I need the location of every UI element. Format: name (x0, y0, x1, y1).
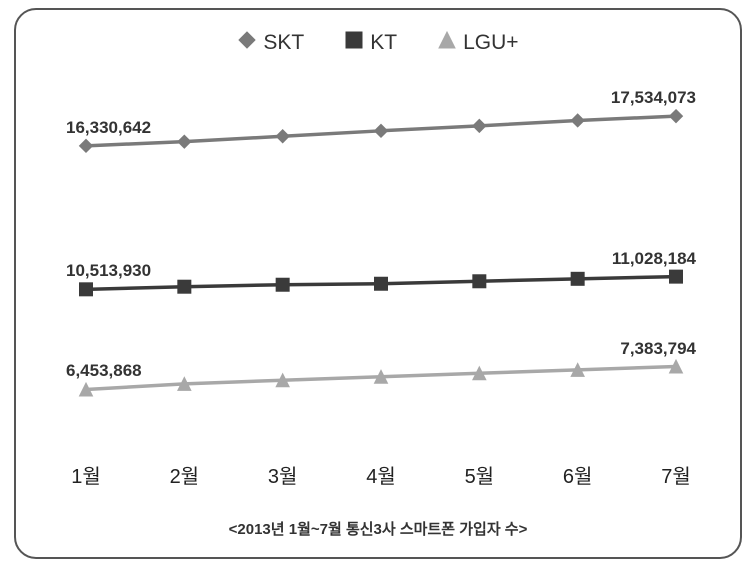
data-label: 11,028,184 (596, 249, 696, 269)
series-marker-skt (670, 110, 683, 123)
legend-item-lgu+: LGU+ (437, 30, 518, 56)
diamond-icon (237, 30, 257, 56)
x-axis-label: 6월 (563, 460, 593, 489)
x-axis-label: 1월 (71, 460, 101, 489)
x-axis-label: 2월 (170, 460, 200, 489)
legend-item-skt: SKT (237, 30, 304, 56)
series-marker-kt (276, 278, 289, 291)
chart-frame: SKT KT LGU+ 16,330,642 17,534,073 10,513,930… (14, 8, 742, 559)
series-marker-skt (178, 135, 191, 148)
data-label: 16,330,642 (66, 118, 151, 138)
x-axis-label: 5월 (465, 460, 495, 489)
x-axis-label: 3월 (268, 460, 298, 489)
plot-area: 16,330,642 17,534,073 10,513,930 11,028,184… (56, 80, 706, 450)
legend-label: SKT (263, 31, 304, 55)
series-marker-skt (473, 119, 486, 132)
series-marker-kt (473, 275, 486, 288)
series-marker-kt (178, 280, 191, 293)
data-label: 6,453,868 (66, 361, 142, 381)
series-marker-kt (571, 272, 584, 285)
x-axis-label: 4월 (366, 460, 396, 489)
chart-caption: <2013년 1월~7월 통신3사 스마트폰 가입자 수> (16, 518, 740, 539)
series-marker-kt (80, 283, 93, 296)
chart-legend: SKT KT LGU+ (16, 30, 740, 56)
series-marker-skt (276, 130, 289, 143)
x-axis-label: 7월 (661, 460, 691, 489)
data-label: 10,513,930 (66, 261, 151, 281)
square-icon (344, 30, 364, 56)
series-marker-skt (375, 124, 388, 137)
legend-label: LGU+ (463, 31, 518, 55)
series-marker-skt (80, 139, 93, 152)
legend-label: KT (370, 31, 397, 55)
series-marker-skt (571, 114, 584, 127)
series-marker-kt (375, 277, 388, 290)
series-marker-kt (670, 270, 683, 283)
x-axis-labels: 1월 2월 3월 4월 5월 6월 7월 (56, 460, 706, 490)
data-label: 7,383,794 (596, 339, 696, 359)
triangle-icon (437, 30, 457, 56)
legend-item-kt: KT (344, 30, 397, 56)
data-label: 17,534,073 (596, 88, 696, 108)
